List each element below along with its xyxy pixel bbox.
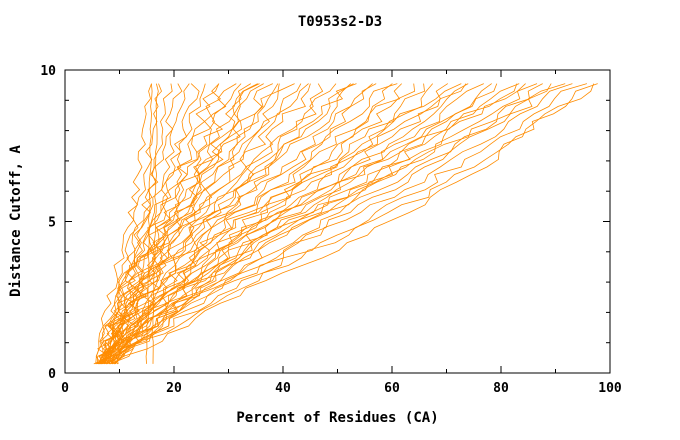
model-curve (114, 83, 552, 365)
model-curve (99, 83, 162, 364)
model-curve (95, 83, 152, 364)
x-tick-label: 100 (598, 381, 622, 396)
model-curve (106, 83, 543, 365)
model-curve (107, 83, 258, 365)
model-curve (103, 83, 373, 365)
model-curve (105, 83, 324, 365)
model-curve (101, 83, 492, 365)
model-curve (104, 83, 526, 365)
model-curve (95, 83, 273, 365)
y-tick-label: 5 (48, 216, 56, 231)
y-axis-label: Distance Cutoff, A (8, 145, 24, 297)
model-curve (111, 83, 573, 365)
model-curve (97, 83, 220, 365)
model-curve (114, 83, 598, 365)
x-tick-label: 80 (493, 381, 509, 396)
model-curve (110, 83, 498, 365)
y-tick-label: 0 (48, 367, 56, 382)
x-tick-label: 20 (166, 381, 182, 396)
model-curve (145, 83, 153, 364)
chart-title: T0953s2-D3 (297, 14, 383, 30)
y-tick-label: 10 (40, 64, 56, 79)
model-curve (95, 83, 352, 365)
model-curve (109, 83, 462, 365)
model-curve (110, 83, 357, 365)
model-curve (114, 83, 595, 365)
model-curve (108, 83, 354, 365)
model-curve (96, 83, 467, 365)
x-tick-label: 60 (384, 381, 400, 396)
model-curve (103, 83, 309, 365)
model-curve (100, 83, 337, 365)
model-curve (95, 83, 206, 365)
model-curve (116, 83, 518, 364)
model-curve (102, 83, 237, 364)
model-curve (101, 83, 252, 365)
x-tick-label: 40 (275, 381, 291, 396)
x-tick-label: 0 (61, 381, 69, 396)
model-curve (112, 83, 566, 365)
x-axis-label: Percent of Residues (CA) (236, 410, 439, 426)
model-curve (110, 83, 280, 365)
model-curve (108, 83, 398, 365)
model-curve (110, 83, 588, 365)
model-curve (104, 83, 402, 364)
model-curve (99, 83, 173, 365)
